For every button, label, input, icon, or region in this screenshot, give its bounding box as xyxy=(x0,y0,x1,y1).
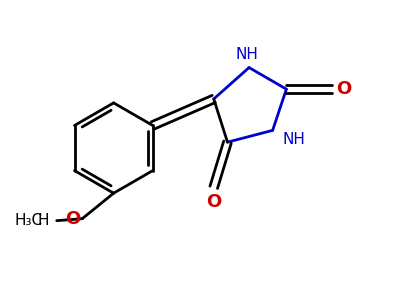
Text: O: O xyxy=(65,210,80,228)
Text: O: O xyxy=(206,193,221,211)
Text: NH: NH xyxy=(236,47,258,62)
Text: NH: NH xyxy=(282,132,305,147)
Text: O: O xyxy=(336,80,352,98)
Text: H₃C: H₃C xyxy=(15,213,43,228)
Text: H: H xyxy=(37,213,49,228)
